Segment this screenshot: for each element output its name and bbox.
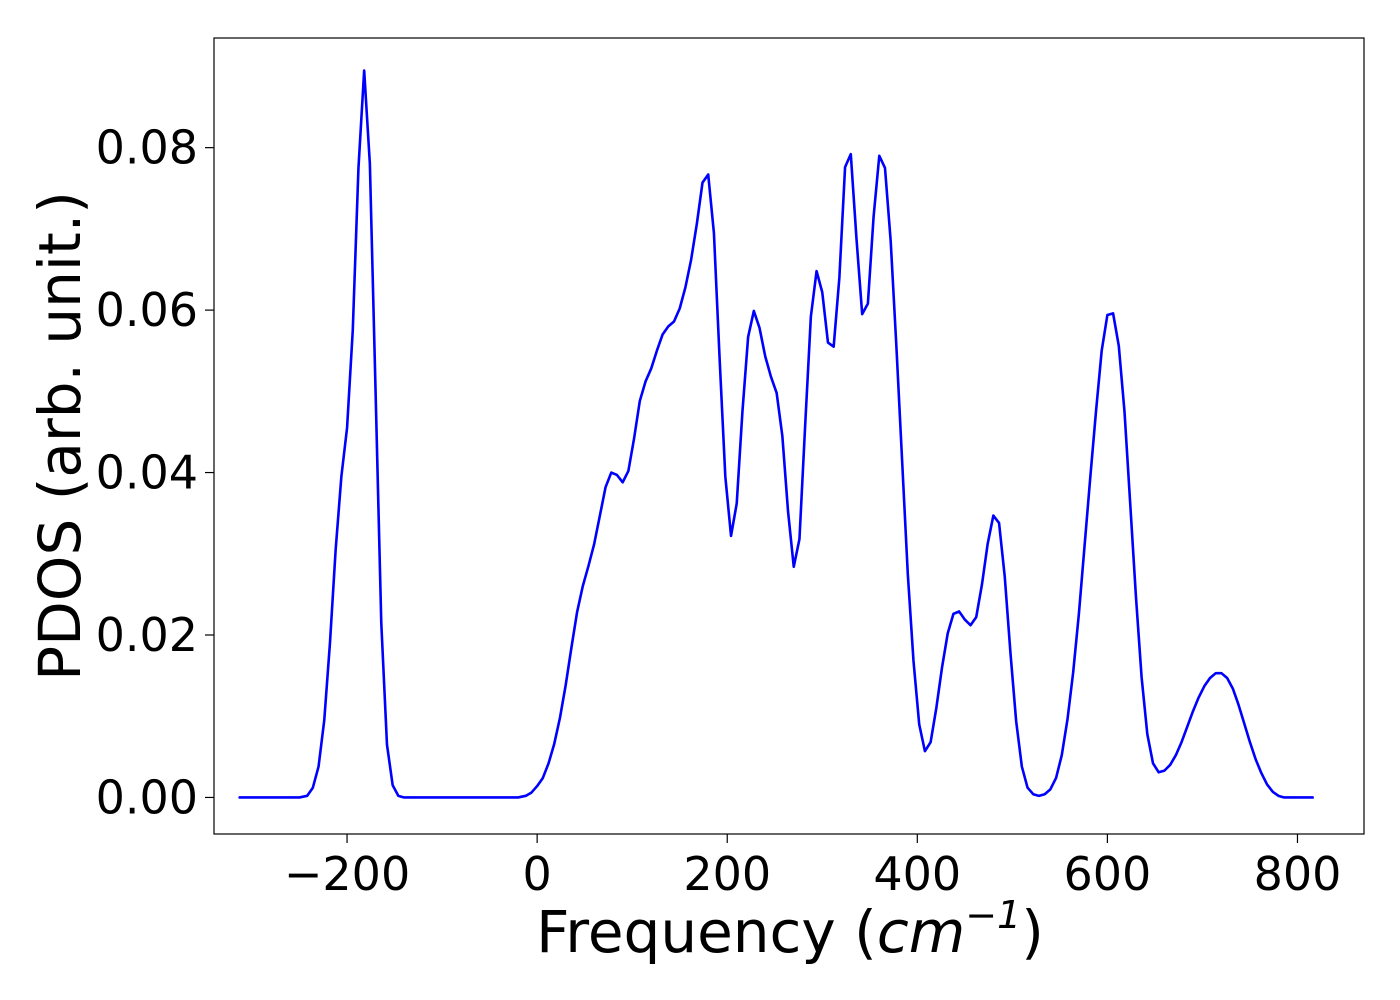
x-tick-label: 600 bbox=[1063, 847, 1151, 901]
y-tick-label: 0.06 bbox=[96, 283, 198, 337]
y-tick-label: 0.08 bbox=[96, 121, 198, 175]
y-tick-label: 0.00 bbox=[96, 770, 198, 824]
y-tick-label: 0.02 bbox=[96, 608, 198, 662]
x-axis-label-unit: cm bbox=[877, 898, 965, 966]
x-tick-label: 400 bbox=[873, 847, 961, 901]
pdos-series-line bbox=[238, 69, 1314, 799]
x-axis-label: Frequency (cm−1) bbox=[536, 893, 1044, 966]
y-tick-label: 0.04 bbox=[96, 446, 198, 500]
axis-ticks: −200 0 200 400 600 800 0.00 0.02 0.04 0.06 0.08 bbox=[96, 121, 1342, 901]
x-tick-label: −200 bbox=[284, 847, 410, 901]
y-axis-label: PDOS (arb. unit.) bbox=[26, 191, 94, 681]
x-axis-label-close: ) bbox=[1021, 898, 1044, 966]
x-tick-label: 800 bbox=[1254, 847, 1342, 901]
plot-area bbox=[213, 37, 1365, 835]
x-axis-label-exponent: −1 bbox=[965, 893, 1021, 937]
x-axis-label-text: Frequency ( bbox=[536, 898, 877, 966]
x-tick-label: 200 bbox=[683, 847, 771, 901]
axes-frame bbox=[213, 37, 1365, 835]
x-tick-label: 0 bbox=[522, 847, 551, 901]
